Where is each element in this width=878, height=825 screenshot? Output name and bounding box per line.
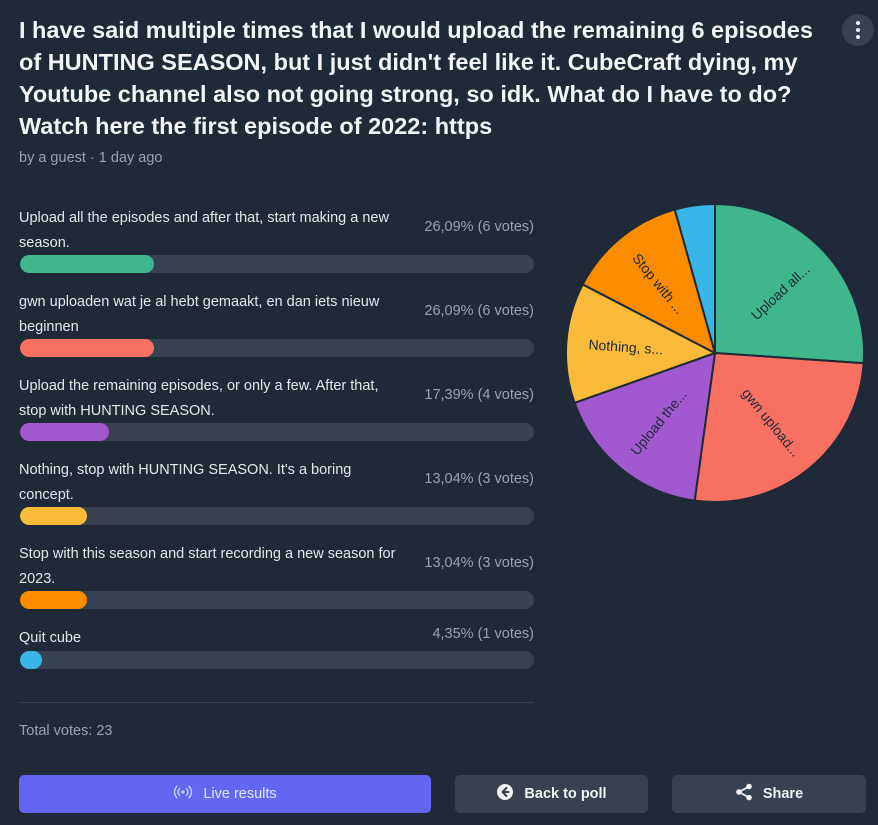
more-options-button[interactable] — [842, 14, 874, 46]
arrow-left-circle-icon — [496, 783, 514, 805]
option-label: Quit cube — [19, 630, 82, 646]
pie-slice — [573, 351, 717, 502]
option-label: Upload all the episodes and after that, … — [19, 210, 389, 251]
total-votes: Total votes: 23 — [19, 723, 113, 739]
back-to-poll-label: Back to poll — [524, 786, 607, 802]
result-bar-fill — [20, 423, 110, 441]
option-percent: 4,35% (1 votes) — [432, 626, 534, 642]
option-percent: 13,04% (3 votes) — [424, 471, 534, 487]
option-percent: 17,39% (4 votes) — [424, 387, 534, 403]
dot — [856, 35, 860, 39]
pie-slice — [581, 208, 717, 355]
result-bar-fill — [20, 507, 88, 525]
pie-slice — [565, 283, 718, 405]
dot — [856, 28, 860, 32]
share-icon — [735, 783, 753, 805]
live-results-label: Live results — [203, 786, 277, 802]
result-bar-fill — [20, 255, 155, 273]
poll-title: I have said multiple times that I would … — [19, 17, 813, 139]
poll-meta: by a guest · 1 day ago — [19, 150, 163, 166]
results-pie-chart: Upload all...gwn upload...Upload the...N… — [565, 202, 865, 503]
result-bar — [20, 255, 534, 273]
pie-slice — [714, 202, 865, 365]
option-label: gwn uploaden wat je al hebt gemaakt, en … — [19, 294, 380, 335]
option-label: Stop with this season and start recordin… — [19, 546, 396, 587]
share-button[interactable]: Share — [672, 775, 866, 813]
back-to-poll-button[interactable]: Back to poll — [455, 775, 648, 813]
result-bar-fill — [20, 339, 155, 357]
pie-slice — [673, 202, 716, 354]
result-bar — [20, 507, 534, 525]
option-percent: 26,09% (6 votes) — [424, 303, 534, 319]
pie-slice-label: Nothing, s... — [588, 336, 664, 357]
result-bar — [20, 591, 534, 609]
result-bar — [20, 651, 534, 669]
share-label: Share — [762, 786, 804, 802]
result-bar-fill — [20, 651, 43, 669]
option-label: Nothing, stop with HUNTING SEASON. It's … — [19, 462, 352, 503]
live-results-button[interactable]: Live results — [19, 775, 431, 813]
option-label: Upload the remaining episodes, or only a… — [19, 378, 379, 419]
result-bar — [20, 423, 534, 441]
pie-slice — [693, 351, 865, 503]
divider — [19, 702, 534, 703]
result-bar — [20, 339, 534, 357]
dot — [856, 21, 860, 25]
broadcast-icon — [173, 785, 193, 803]
option-percent: 26,09% (6 votes) — [424, 219, 534, 235]
option-percent: 13,04% (3 votes) — [424, 555, 534, 571]
result-bar-fill — [20, 591, 88, 609]
